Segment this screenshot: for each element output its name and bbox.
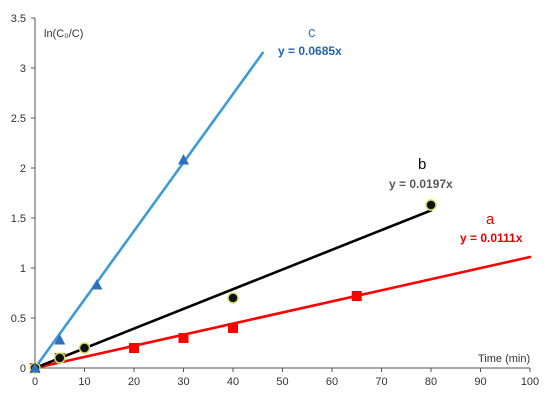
annotations: ln(C₀/C) Time (min) c y = 0.0685x b y = … bbox=[44, 24, 530, 365]
x-tick-label: 60 bbox=[326, 376, 338, 388]
y-tick-label: 3.5 bbox=[11, 13, 26, 25]
x-axis-label: Time (min) bbox=[478, 353, 530, 365]
x-tick-label: 40 bbox=[227, 376, 239, 388]
x-tick-label: 20 bbox=[128, 376, 140, 388]
series-label-b: b bbox=[418, 156, 426, 173]
data-point-b bbox=[227, 292, 239, 304]
data-point-a bbox=[351, 291, 362, 301]
data-point-c bbox=[91, 279, 103, 290]
y-tick-label: 0.5 bbox=[11, 313, 26, 325]
series-label-c: c bbox=[308, 24, 316, 41]
data-point-a bbox=[178, 333, 189, 343]
data-point-a bbox=[129, 343, 139, 353]
data-points bbox=[29, 154, 437, 374]
fit-line-c bbox=[33, 51, 265, 370]
fit-line-b bbox=[33, 209, 433, 370]
data-point-c bbox=[54, 334, 66, 345]
data-point-b bbox=[425, 199, 437, 211]
data-point-b bbox=[54, 352, 66, 364]
y-axis-label: ln(C₀/C) bbox=[44, 28, 83, 40]
equation-b: y = 0.0197x bbox=[389, 177, 453, 191]
x-tick-label: 70 bbox=[375, 376, 387, 388]
fit-lines bbox=[33, 51, 532, 370]
data-point-b bbox=[78, 342, 91, 354]
x-tick-label: 50 bbox=[276, 376, 288, 388]
x-tick-label: 30 bbox=[177, 376, 189, 388]
equation-c: y = 0.0685x bbox=[278, 44, 342, 58]
x-tick-label: 10 bbox=[78, 376, 90, 388]
x-tick-label: 0 bbox=[32, 376, 38, 388]
axes: 0 10 20 30 40 50 60 70 80 90 100 0 0.5 1 1.5 2 2.5 3 3.5 bbox=[11, 13, 539, 388]
x-tick-label: 80 bbox=[425, 376, 437, 388]
y-tick-label: 2.5 bbox=[11, 113, 26, 125]
y-tick-label: 2 bbox=[20, 163, 26, 175]
equation-a: y = 0.0111x bbox=[460, 231, 523, 245]
y-tick-label: 0 bbox=[20, 363, 26, 375]
x-tick-label: 90 bbox=[474, 376, 486, 388]
y-tick-label: 1 bbox=[20, 263, 26, 275]
y-tick-label: 1.5 bbox=[11, 213, 26, 225]
y-tick-label: 3 bbox=[20, 63, 26, 75]
x-tick-label: 100 bbox=[521, 376, 539, 388]
data-point-a bbox=[228, 323, 238, 333]
series-label-a: a bbox=[486, 211, 495, 228]
data-point-c bbox=[29, 362, 41, 373]
fit-line-a bbox=[33, 255, 532, 370]
data-point-c bbox=[178, 154, 189, 165]
